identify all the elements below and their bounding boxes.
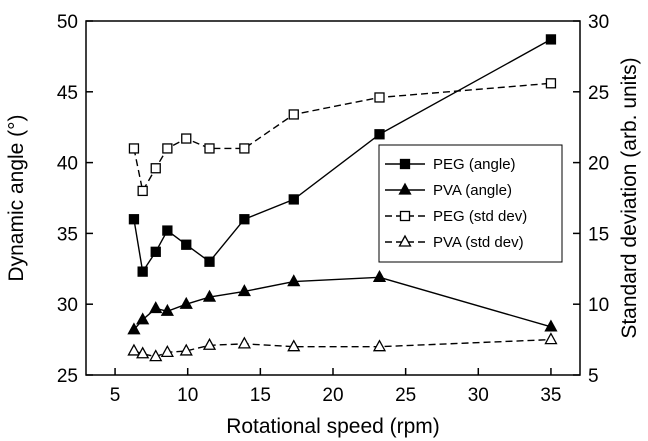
data-point <box>204 143 215 154</box>
legend-marker <box>398 182 412 195</box>
data-point <box>204 256 215 267</box>
legend-label: PEG (std dev) <box>433 208 527 225</box>
x-tick-label: 35 <box>540 385 561 406</box>
y-axis-title: Dynamic angle (°) <box>5 114 28 281</box>
series-layer <box>127 34 558 362</box>
legend-item: PVA (angle) <box>385 182 512 199</box>
data-point <box>162 225 173 236</box>
data-point <box>150 163 161 174</box>
data-point <box>162 143 173 154</box>
y-tick-label: 40 <box>57 154 78 175</box>
data-point <box>179 343 193 356</box>
data-point <box>150 246 161 257</box>
series-2 <box>128 78 557 197</box>
data-point <box>237 336 251 349</box>
data-point <box>149 349 163 362</box>
data-point <box>545 34 557 45</box>
x-tick-label: 30 <box>468 385 489 406</box>
data-point <box>374 92 385 103</box>
x-axis-title: Rotational speed (rpm) <box>226 415 440 438</box>
y2-tick-label: 30 <box>588 12 609 33</box>
data-point <box>128 214 140 225</box>
data-point <box>137 266 148 277</box>
data-point <box>179 296 193 309</box>
legend-label: PVA (angle) <box>433 182 512 199</box>
y-tick-label: 35 <box>57 224 78 245</box>
data-point <box>288 109 299 120</box>
y-tick-label: 50 <box>57 12 78 33</box>
data-point <box>287 339 301 352</box>
data-point <box>127 322 141 335</box>
legend-item: PEG (std dev) <box>385 208 527 225</box>
data-point <box>372 269 387 282</box>
data-point <box>136 346 150 359</box>
y2-axis-title: Standard deviation (arb. units) <box>618 57 641 338</box>
legend: PEG (angle) PVA (angle) PEG (std dev) PVA (… <box>378 144 563 263</box>
series-line <box>133 338 551 358</box>
left-axis: 25 30 35 40 45 50 <box>57 12 93 387</box>
data-point <box>149 301 163 314</box>
legend-label: PEG (angle) <box>433 156 516 173</box>
right-axis: 5 10 15 20 25 30 <box>573 12 609 387</box>
y2-tick-label: 5 <box>588 366 599 387</box>
data-point <box>202 337 217 350</box>
data-point <box>237 284 251 297</box>
data-point <box>372 339 387 352</box>
data-point <box>545 78 557 89</box>
data-point <box>202 289 217 302</box>
data-point <box>160 344 174 357</box>
legend-item: PEG (angle) <box>385 156 516 173</box>
legend-item: PVA (std dev) <box>385 234 524 251</box>
data-point <box>374 129 385 140</box>
series-line <box>133 38 552 274</box>
data-point <box>287 274 301 287</box>
legend-marker <box>399 210 411 222</box>
x-axis: 5 10 15 20 25 30 35 <box>110 368 562 406</box>
data-point <box>127 343 141 356</box>
data-point <box>128 143 140 154</box>
y2-tick-label: 25 <box>588 83 609 104</box>
x-tick-label: 25 <box>395 385 416 406</box>
y-tick-label: 45 <box>57 83 78 104</box>
data-point <box>136 312 150 325</box>
series-line <box>133 276 552 331</box>
y-tick-label: 30 <box>57 295 78 316</box>
data-point <box>160 303 174 316</box>
x-tick-label: 15 <box>250 385 271 406</box>
y2-tick-label: 10 <box>588 295 609 316</box>
series-3 <box>127 332 558 362</box>
series-1 <box>127 269 558 335</box>
x-tick-label: 10 <box>177 385 198 406</box>
data-point <box>544 319 558 332</box>
data-point <box>288 194 299 205</box>
data-point <box>181 133 192 144</box>
legend-marker <box>398 234 412 247</box>
y2-tick-label: 20 <box>588 154 609 175</box>
data-point <box>544 332 558 345</box>
legend-label: PVA (std dev) <box>433 234 524 251</box>
y2-tick-label: 15 <box>588 224 609 245</box>
data-point <box>239 143 250 154</box>
series-line <box>133 82 551 193</box>
data-point <box>239 214 250 225</box>
data-point <box>137 185 148 197</box>
x-tick-label: 5 <box>110 385 121 406</box>
legend-marker <box>399 158 411 170</box>
series-0 <box>128 34 557 277</box>
y-tick-label: 25 <box>57 366 78 387</box>
data-point <box>181 239 192 250</box>
x-tick-label: 20 <box>322 385 343 406</box>
